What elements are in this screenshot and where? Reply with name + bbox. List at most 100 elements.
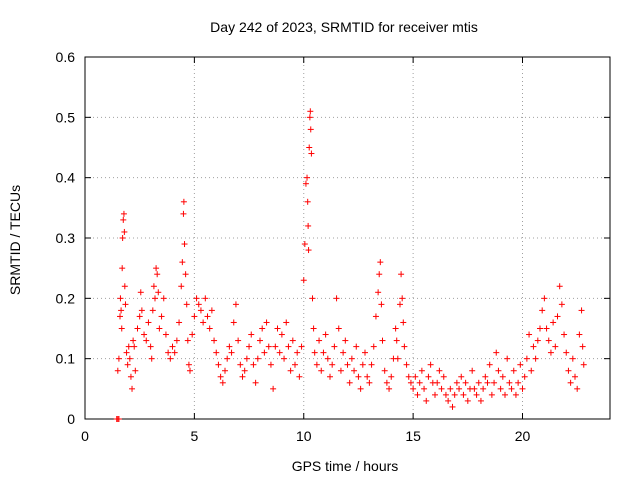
data-point [141, 331, 148, 338]
data-point [263, 319, 270, 326]
data-point [355, 373, 362, 380]
data-point [434, 379, 441, 386]
data-point [471, 385, 478, 392]
data-point [383, 379, 390, 386]
data-point [311, 349, 318, 356]
data-point [346, 379, 353, 386]
data-point [572, 373, 578, 380]
data-point [545, 337, 552, 344]
data-point [202, 295, 209, 302]
x-tick-label: 15 [405, 428, 421, 444]
data-point [154, 271, 161, 278]
x-tick-label: 5 [190, 428, 198, 444]
data-point [305, 222, 312, 229]
data-point [438, 385, 445, 392]
data-point [313, 361, 320, 368]
data-point [510, 367, 517, 374]
data-point [204, 313, 211, 320]
data-point [340, 349, 347, 356]
data-point [180, 198, 187, 205]
data-point [120, 210, 127, 217]
data-point [304, 198, 311, 205]
data-point [368, 361, 375, 368]
data-point [301, 241, 308, 248]
data-point [178, 283, 185, 290]
data-point [377, 259, 384, 266]
data-point [327, 373, 333, 380]
data-point [563, 349, 570, 356]
data-point [412, 373, 419, 380]
data-point [292, 361, 298, 368]
data-point [348, 355, 355, 362]
y-axis-label: SRMTID / TECUs [7, 185, 23, 295]
data-point [342, 337, 349, 344]
data-point [114, 367, 121, 374]
data-point [473, 391, 480, 398]
data-point [235, 337, 242, 344]
data-point [298, 343, 305, 350]
data-point [129, 385, 136, 392]
data-point [523, 355, 530, 362]
data-point [370, 343, 377, 350]
data-point [528, 367, 535, 374]
data-point [318, 367, 325, 374]
data-point [181, 241, 188, 248]
data-point [307, 126, 314, 133]
data-point [134, 325, 141, 332]
data-point [150, 283, 157, 290]
data-point [148, 355, 155, 362]
data-point [145, 319, 152, 326]
data-point [324, 355, 331, 362]
data-point [460, 391, 467, 398]
data-point [519, 385, 526, 392]
data-point [497, 385, 504, 392]
data-point [118, 325, 125, 332]
data-point [308, 150, 315, 157]
data-point [447, 385, 454, 392]
data-point [567, 379, 574, 386]
data-point [414, 391, 421, 398]
data-point [130, 337, 137, 344]
data-point [423, 397, 430, 404]
y-tick-label: 0.4 [56, 170, 76, 186]
data-point [482, 373, 489, 380]
data-point [162, 331, 169, 338]
data-point [131, 343, 138, 350]
data-point [512, 391, 519, 398]
data-point [537, 325, 543, 332]
data-point [579, 343, 586, 350]
data-point [294, 349, 301, 356]
data-point [200, 319, 207, 326]
data-point [228, 349, 235, 356]
x-axis-label: GPS time / hours [292, 458, 399, 474]
data-point [375, 289, 382, 296]
x-axis-ticks: 0 5 10 15 20 [81, 57, 530, 444]
data-point [283, 319, 290, 326]
data-point [337, 367, 344, 374]
data-point [195, 301, 202, 308]
data-point [252, 379, 259, 386]
data-point [397, 301, 403, 308]
data-point [475, 379, 482, 386]
data-point [401, 343, 408, 350]
data-point [580, 361, 587, 368]
data-point [491, 379, 498, 386]
data-point [407, 379, 414, 386]
data-point [464, 397, 471, 404]
data-point [436, 367, 443, 374]
data-point [254, 355, 261, 362]
data-point [541, 295, 548, 302]
data-point [550, 319, 557, 326]
data-point [153, 265, 160, 272]
data-point [121, 228, 128, 235]
data-point [565, 367, 572, 374]
data-point [289, 337, 296, 344]
data-point [123, 349, 130, 356]
data-point [217, 373, 224, 380]
data-point [547, 349, 554, 356]
x-tick-label: 0 [81, 428, 89, 444]
data-point [320, 349, 327, 356]
data-point [246, 343, 253, 350]
data-point [117, 295, 124, 302]
